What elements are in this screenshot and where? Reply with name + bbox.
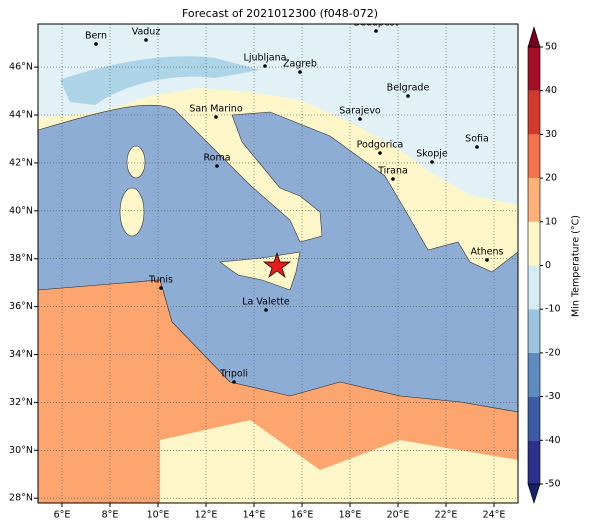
colorbar: -50 -40 -30 -20 -10 0 10 20 30 40 50 xyxy=(527,25,561,504)
colorbar-band xyxy=(528,396,540,441)
city-label: Zagreb xyxy=(283,59,317,70)
city-dot xyxy=(485,258,489,262)
colorbar-band xyxy=(528,221,540,266)
colorbar-label: Min Temperature (°C) xyxy=(571,215,582,317)
x-tick-label: 22°E xyxy=(435,510,458,521)
city-dot xyxy=(298,70,302,74)
city-label: Vaduz xyxy=(132,27,161,38)
colorbar-band xyxy=(528,178,540,222)
colorbar-band xyxy=(528,309,540,353)
city-label: Tripoli xyxy=(219,369,248,380)
island xyxy=(119,187,145,237)
colorbar-tick-label: -50 xyxy=(545,479,561,490)
city-label: Tunis xyxy=(148,275,173,286)
colorbar-extend-low xyxy=(527,483,541,504)
x-tick-label: 6°E xyxy=(54,510,71,521)
city-label: Ljubljana xyxy=(244,53,287,64)
city-label: Sarajevo xyxy=(339,106,381,117)
city-dot xyxy=(264,308,268,312)
alps-region xyxy=(60,56,260,105)
city-label: Tirana xyxy=(377,166,408,177)
colorbar-tick-label: 10 xyxy=(545,216,557,227)
colorbar-tick-label: 40 xyxy=(545,85,557,96)
x-tick-label: 14°E xyxy=(243,510,266,521)
colorbar-band xyxy=(528,265,540,310)
x-tick-label: 16°E xyxy=(291,510,314,521)
colorbar-tick-label: 0 xyxy=(545,260,551,271)
x-tick-label: 20°E xyxy=(387,510,410,521)
colorbar-band xyxy=(528,47,540,91)
y-tick-label: 42°N xyxy=(9,157,33,168)
y-tick-label: 36°N xyxy=(9,301,33,312)
city-label: Belgrade xyxy=(387,83,430,94)
city-label: Skopje xyxy=(416,149,448,160)
x-tick-label: 8°E xyxy=(102,510,119,521)
city-dot xyxy=(215,164,219,168)
city-dot xyxy=(475,145,479,149)
x-tick-label: 12°E xyxy=(195,510,218,521)
city-dot xyxy=(358,117,362,121)
x-tick-label: 18°E xyxy=(339,510,362,521)
y-tick-label: 46°N xyxy=(9,62,33,73)
island xyxy=(126,145,146,179)
colorbar-band xyxy=(528,440,540,484)
city-dot xyxy=(232,380,236,384)
city-label: Roma xyxy=(203,153,230,164)
colorbar-tick-label: -30 xyxy=(545,391,561,402)
y-tick-label: 34°N xyxy=(9,349,33,360)
y-tick-label: 30°N xyxy=(9,445,33,456)
title: Forecast of 2021012300 (f048-072) xyxy=(182,7,378,20)
colorbar-extend-high xyxy=(527,25,541,48)
city-dot xyxy=(374,29,378,33)
city-label: Sofia xyxy=(465,134,489,145)
city-dot xyxy=(430,160,434,164)
y-tick-label: 38°N xyxy=(9,253,33,264)
star-marker xyxy=(262,251,292,278)
x-tick-label: 24°E xyxy=(483,510,506,521)
colorbar-band xyxy=(528,352,540,397)
city-dot xyxy=(406,94,410,98)
city-label: Budapest xyxy=(354,18,399,29)
city-dot xyxy=(144,38,148,42)
city-label: San Marino xyxy=(189,104,242,115)
colorbar-tick-label: -40 xyxy=(545,435,561,446)
city-label: Podgorica xyxy=(357,140,404,151)
city-label: Bern xyxy=(85,31,107,42)
grid xyxy=(38,24,518,503)
colorbar-tick-label: 30 xyxy=(545,129,557,140)
y-tick-label: 32°N xyxy=(9,397,33,408)
city-dot xyxy=(263,64,267,68)
city-dot xyxy=(94,42,98,46)
colorbar-band xyxy=(528,134,540,179)
colorbar-tick-label: 50 xyxy=(545,42,557,53)
city-label: La Valette xyxy=(242,297,290,308)
colorbar-band xyxy=(528,90,540,135)
cool-desert xyxy=(160,420,518,503)
city-dot xyxy=(159,286,163,290)
city-dot xyxy=(391,177,395,181)
x-tick-label: 10°E xyxy=(147,510,170,521)
city-dot xyxy=(378,151,382,155)
colorbar-tick-label: -20 xyxy=(545,347,561,358)
map-frame xyxy=(37,23,519,504)
y-tick-label: 28°N xyxy=(9,493,33,504)
y-tick-label: 44°N xyxy=(9,110,33,121)
colorbar-tick-label: -10 xyxy=(545,304,561,315)
colorbar-tick-label: 20 xyxy=(545,173,557,184)
city-label: Athens xyxy=(471,247,504,258)
y-tick-label: 40°N xyxy=(9,205,33,216)
city-dot xyxy=(214,115,218,119)
